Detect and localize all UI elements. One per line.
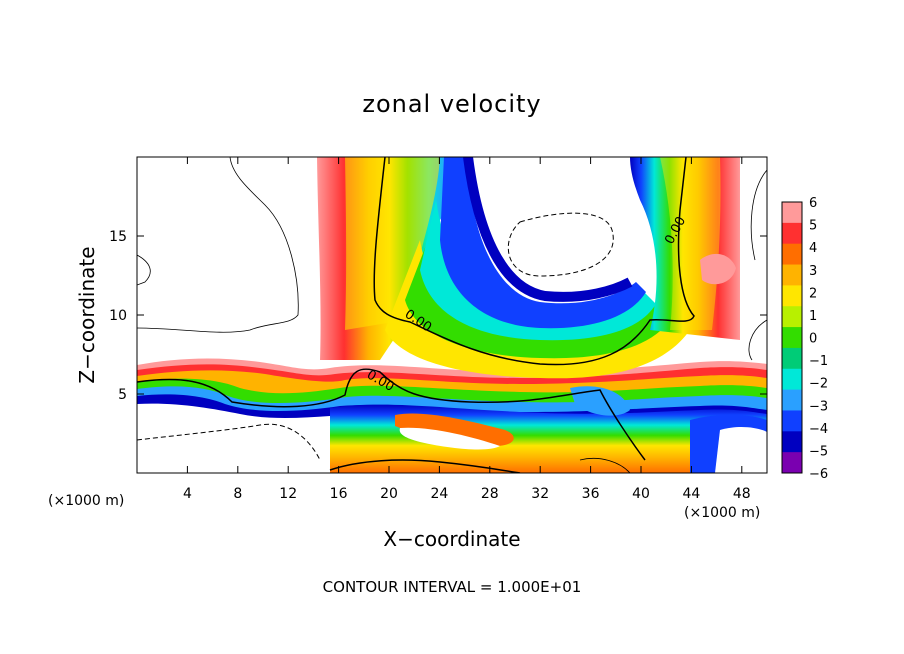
colorbar-swatch xyxy=(782,389,802,411)
y-tick-label: 5 xyxy=(118,387,127,403)
colorbar-tick-label: −6 xyxy=(809,467,828,482)
contour-thin-left xyxy=(137,157,299,333)
field-arc xyxy=(385,157,690,379)
y-axis-ticks: 5 10 15 xyxy=(109,229,767,403)
colorbar-swatch xyxy=(782,327,802,349)
colorbar-swatch xyxy=(782,202,802,224)
contour-interval-text: CONTOUR INTERVAL = 1.000E+01 xyxy=(323,578,582,596)
colorbar-swatch xyxy=(782,431,802,453)
contour-thin-bottom-right xyxy=(579,457,631,473)
x-tick-label: 36 xyxy=(582,486,600,502)
plot-area: 0.00 0.00 0.00 xyxy=(137,157,767,473)
contour-lines xyxy=(137,157,767,473)
colorbar-tick-label: −4 xyxy=(809,422,828,437)
colorbar-swatch xyxy=(782,264,802,286)
x-tick-label: 20 xyxy=(380,486,398,502)
colorbar-swatch xyxy=(782,243,802,266)
field-right-jet xyxy=(630,157,740,340)
colorbar-swatch xyxy=(782,452,802,474)
y-tick-label: 15 xyxy=(109,229,127,245)
colorbar-swatch xyxy=(782,347,802,370)
colorbar-swatch xyxy=(782,368,802,391)
x-tick-label: 16 xyxy=(330,486,348,502)
x-tick-label: 8 xyxy=(233,486,242,502)
field-lower-layer xyxy=(137,358,767,473)
x-tick-label: 32 xyxy=(531,486,549,502)
contour-dashed-bottom xyxy=(137,423,321,461)
colorbar-tick-label: −3 xyxy=(809,399,828,414)
contour-thin-right xyxy=(748,169,767,361)
colorbar-tick-label: −1 xyxy=(809,354,828,369)
colorbar-tick-label: 5 xyxy=(809,219,817,234)
colorbar-tick-label: 3 xyxy=(809,264,817,279)
x-tick-label: 44 xyxy=(682,486,700,502)
colorbar-tick-label: 2 xyxy=(809,286,817,301)
colorbar-tick-label: 4 xyxy=(809,241,817,256)
x-axis-label: X−coordinate xyxy=(383,527,520,551)
colorbar-tick-label: −2 xyxy=(809,377,828,392)
x-tick-label: 24 xyxy=(430,486,448,502)
colorbar-swatch xyxy=(782,306,802,328)
x-axis-ticks: 4 8 12 16 20 24 28 32 36 40 44 48 xyxy=(183,157,751,502)
x-tick-label: 28 xyxy=(481,486,499,502)
x-unit-left: (×1000 m) xyxy=(48,493,124,509)
colorbar-tick-label: 1 xyxy=(809,309,817,324)
contour-thin-corner xyxy=(137,254,151,286)
y-axis-label: Z−coordinate xyxy=(75,246,99,383)
contour-dashed-top xyxy=(507,212,614,277)
x-unit-right: (×1000 m) xyxy=(684,505,760,521)
colorbar-tick-label: −5 xyxy=(809,444,828,459)
x-tick-label: 48 xyxy=(733,486,751,502)
colorbar-frame xyxy=(781,201,803,474)
colorbar-tick-label: 0 xyxy=(809,332,817,347)
contour-zero-arc xyxy=(373,157,695,366)
contour-zero-bottom xyxy=(329,459,521,473)
colorbar-swatch xyxy=(782,410,802,432)
colorbar-swatch xyxy=(782,222,802,245)
colorbar-swatch xyxy=(782,285,802,307)
y-tick-label: 10 xyxy=(109,308,127,324)
x-tick-label: 12 xyxy=(279,486,297,502)
contour-zero-lower xyxy=(137,368,646,461)
colorbar-tick-label: 6 xyxy=(809,196,817,211)
colorbar: 6 5 4 3 2 1 0 −1 −2 −3 −4 −5 −6 xyxy=(781,196,828,482)
chart-title: zonal velocity xyxy=(362,90,541,118)
x-tick-label: 4 xyxy=(183,486,192,502)
field-left-jet xyxy=(317,157,468,360)
x-tick-label: 40 xyxy=(632,486,650,502)
